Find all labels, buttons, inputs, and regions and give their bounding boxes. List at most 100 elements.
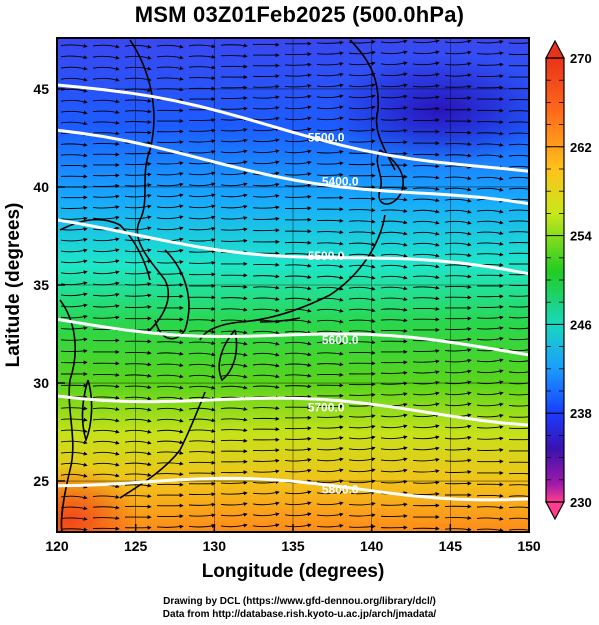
- wind-arrow: [60, 326, 88, 331]
- wind-arrow: [156, 514, 184, 519]
- wind-arrow: [508, 327, 529, 330]
- wind-arrow: [508, 316, 529, 319]
- wind-arrow: [284, 447, 312, 452]
- wind-arrow: [156, 282, 184, 287]
- wind-arrow: [316, 490, 344, 495]
- y-tick-label: 25: [33, 473, 49, 489]
- wind-arrow: [380, 424, 408, 429]
- wind-arrow: [444, 458, 472, 463]
- wind-arrow: [252, 523, 280, 528]
- wind-arrow: [284, 252, 312, 257]
- wind-arrow: [220, 127, 248, 132]
- wind-arrow: [444, 348, 472, 353]
- wind-arrow: [412, 264, 440, 269]
- wind-arrow: [188, 385, 216, 390]
- wind-arrow: [476, 74, 504, 79]
- wind-arrow: [124, 183, 152, 188]
- wind-arrow: [124, 304, 152, 309]
- wind-arrow: [188, 44, 216, 49]
- wind-arrow: [284, 160, 312, 165]
- x-tick-label: 150: [517, 538, 541, 554]
- wind-arrow: [252, 341, 280, 346]
- credit-drawing: Drawing by DCL (https://www.gfd-dennou.o…: [163, 596, 436, 607]
- wind-arrow: [348, 501, 376, 506]
- wind-arrow: [188, 226, 216, 231]
- wind-arrow: [252, 512, 280, 517]
- wind-arrow: [188, 260, 216, 265]
- wind-arrow: [284, 52, 312, 57]
- wind-arrow: [156, 482, 184, 487]
- wind-arrow: [380, 318, 408, 323]
- ryukyu-arc: [119, 391, 206, 499]
- wind-arrow: [380, 39, 408, 44]
- wind-arrow: [508, 506, 529, 509]
- wind-arrow: [316, 372, 344, 377]
- wind-arrow: [60, 237, 88, 242]
- wind-arrow: [316, 72, 344, 77]
- wind-arrow: [444, 176, 472, 181]
- wind-arrow: [476, 528, 504, 532]
- wind-arrow: [316, 446, 344, 451]
- wind-arrow: [348, 50, 376, 55]
- wind-arrow: [380, 186, 408, 191]
- wind-arrow: [348, 340, 376, 345]
- wind-arrow: [508, 404, 529, 407]
- wind-arrow: [124, 226, 152, 231]
- wind-arrow: [60, 43, 88, 48]
- wind-arrow: [252, 149, 280, 154]
- wind-arrow: [508, 349, 529, 352]
- wind-arrow: [380, 174, 408, 179]
- wind-arrow: [188, 418, 216, 423]
- wind-arrow: [380, 381, 408, 386]
- wind-arrow: [348, 350, 376, 355]
- wind-arrow: [284, 94, 312, 99]
- wind-arrow: [348, 524, 376, 529]
- wind-arrow: [412, 152, 440, 157]
- wind-arrow: [220, 193, 248, 198]
- wind-arrow: [412, 61, 440, 66]
- wind-arrow: [220, 417, 248, 422]
- wind-arrow: [284, 394, 312, 399]
- wind-arrow: [508, 42, 529, 44]
- wind-arrow: [92, 141, 120, 146]
- wind-arrow: [284, 83, 312, 88]
- wind-arrow: [124, 451, 152, 456]
- wind-arrow: [156, 450, 184, 455]
- wind-arrow: [476, 131, 504, 136]
- wind-arrow: [156, 429, 184, 434]
- wind-arrow: [92, 99, 120, 104]
- y-tick-label: 30: [33, 375, 49, 391]
- wind-arrow: [316, 275, 344, 280]
- wind-arrow: [284, 436, 312, 441]
- wind-arrow: [60, 88, 88, 93]
- wind-arrow: [156, 161, 184, 166]
- wind-arrow: [220, 182, 248, 187]
- wind-arrow: [348, 414, 376, 419]
- wind-arrow: [508, 231, 529, 233]
- wind-arrow: [60, 349, 88, 354]
- wind-arrow: [60, 527, 88, 532]
- wind-arrow: [348, 392, 376, 397]
- wind-arrow: [316, 241, 344, 246]
- colorbar-label: 230: [570, 495, 592, 510]
- wind-arrow: [220, 319, 248, 324]
- wind-arrow: [508, 121, 529, 124]
- wind-arrow: [444, 50, 472, 55]
- asia-coast: [129, 39, 170, 331]
- wind-arrow: [92, 270, 120, 275]
- wind-arrow: [124, 494, 152, 499]
- wind-arrow: [284, 426, 312, 431]
- wind-arrow: [476, 142, 504, 147]
- wind-arrow: [380, 446, 408, 451]
- wind-arrow: [188, 139, 216, 144]
- wind-arrow: [92, 462, 120, 467]
- wind-arrow: [380, 275, 408, 280]
- wind-arrow: [156, 260, 184, 265]
- wind-arrow: [220, 138, 248, 143]
- wind-arrow: [412, 164, 440, 169]
- wind-arrow: [188, 492, 216, 497]
- wind-arrow: [380, 328, 408, 333]
- wind-arrow: [444, 358, 472, 363]
- wind-arrow: [316, 351, 344, 356]
- china-coast: [59, 299, 76, 532]
